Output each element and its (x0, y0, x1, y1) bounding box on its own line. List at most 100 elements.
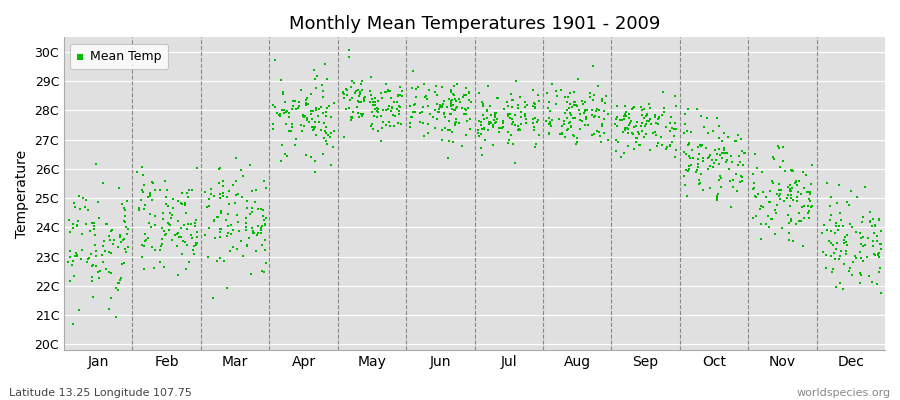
Mean Temp (609, 114, 624, 120)
Mean Temp (518, 110, 532, 117)
Mean Temp (689, 106, 704, 112)
Mean Temp (873, 241, 887, 247)
Mean Temp (506, 118, 520, 125)
Mean Temp (626, 146, 641, 152)
Mean Temp (370, 114, 384, 120)
Mean Temp (112, 280, 126, 286)
Mean Temp (274, 77, 288, 83)
Mean Temp (274, 158, 288, 164)
Mean Temp (288, 98, 302, 104)
Mean Temp (748, 193, 762, 199)
Mean Temp (352, 114, 366, 120)
Mean Temp (350, 104, 365, 111)
Mean Temp (586, 97, 600, 103)
Mean Temp (444, 101, 458, 108)
Mean Temp (784, 192, 798, 198)
Mean Temp (142, 220, 157, 226)
Mean Temp (577, 109, 591, 116)
Mean Temp (317, 120, 331, 126)
Mean Temp (408, 100, 422, 107)
Mean Temp (705, 157, 719, 164)
Mean Temp (143, 191, 157, 198)
Mean Temp (572, 126, 587, 133)
Mean Temp (448, 122, 463, 128)
Mean Temp (282, 128, 296, 134)
Mean Temp (338, 106, 353, 112)
Mean Temp (316, 88, 330, 94)
Mean Temp (784, 188, 798, 194)
Mean Temp (669, 103, 683, 109)
Mean Temp (564, 122, 579, 129)
Mean Temp (669, 126, 683, 132)
Mean Temp (243, 161, 257, 168)
Mean Temp (76, 230, 90, 237)
Mean Temp (357, 96, 372, 102)
Mean Temp (177, 200, 192, 206)
Mean Temp (616, 113, 631, 119)
Mean Temp (610, 122, 625, 129)
Mean Temp (716, 147, 731, 153)
Mean Temp (441, 127, 455, 133)
Mean Temp (722, 165, 736, 172)
Mean Temp (285, 124, 300, 130)
Mean Temp (505, 116, 519, 122)
Mean Temp (157, 228, 171, 234)
Mean Temp (621, 143, 635, 150)
Mean Temp (158, 194, 173, 201)
Mean Temp (181, 220, 195, 227)
Mean Temp (223, 222, 238, 229)
Mean Temp (471, 127, 485, 133)
Mean Temp (420, 96, 435, 102)
Mean Temp (765, 216, 779, 222)
Mean Temp (520, 102, 535, 108)
Mean Temp (198, 189, 212, 195)
Mean Temp (236, 172, 250, 179)
Mean Temp (184, 232, 198, 238)
Mean Temp (702, 154, 716, 160)
Mean Temp (137, 243, 151, 249)
Mean Temp (566, 99, 580, 105)
Mean Temp (836, 223, 850, 230)
Mean Temp (622, 115, 636, 122)
Mean Temp (734, 178, 749, 184)
Mean Temp (540, 90, 554, 96)
Mean Temp (228, 200, 242, 206)
Mean Temp (432, 109, 446, 116)
Mean Temp (446, 107, 461, 113)
Mean Temp (833, 217, 848, 223)
Mean Temp (711, 177, 725, 184)
Mean Temp (435, 136, 449, 143)
Mean Temp (206, 192, 220, 199)
Mean Temp (514, 120, 528, 127)
Mean Temp (392, 103, 407, 110)
Mean Temp (184, 220, 198, 227)
Mean Temp (216, 178, 230, 184)
Mean Temp (161, 203, 176, 210)
Mean Temp (158, 201, 173, 207)
Mean Temp (868, 223, 883, 229)
Mean Temp (136, 172, 150, 178)
Mean Temp (578, 108, 592, 114)
Mean Temp (838, 234, 852, 240)
Mean Temp (802, 196, 816, 202)
Mean Temp (690, 164, 705, 170)
Mean Temp (489, 120, 503, 126)
Mean Temp (482, 121, 496, 127)
Mean Temp (526, 87, 541, 93)
Mean Temp (96, 180, 111, 186)
Mean Temp (626, 124, 641, 130)
Mean Temp (345, 95, 359, 101)
Mean Temp (855, 214, 869, 220)
Mean Temp (254, 230, 268, 236)
Mean Temp (788, 178, 803, 185)
Mean Temp (780, 212, 795, 218)
Mean Temp (833, 209, 848, 216)
Mean Temp (544, 121, 558, 127)
Mean Temp (386, 112, 400, 118)
Mean Temp (562, 101, 577, 107)
Mean Temp (703, 185, 717, 191)
Mean Temp (782, 230, 796, 236)
Text: Latitude 13.25 Longitude 107.75: Latitude 13.25 Longitude 107.75 (9, 388, 192, 398)
Mean Temp (455, 94, 470, 100)
Mean Temp (337, 133, 351, 140)
